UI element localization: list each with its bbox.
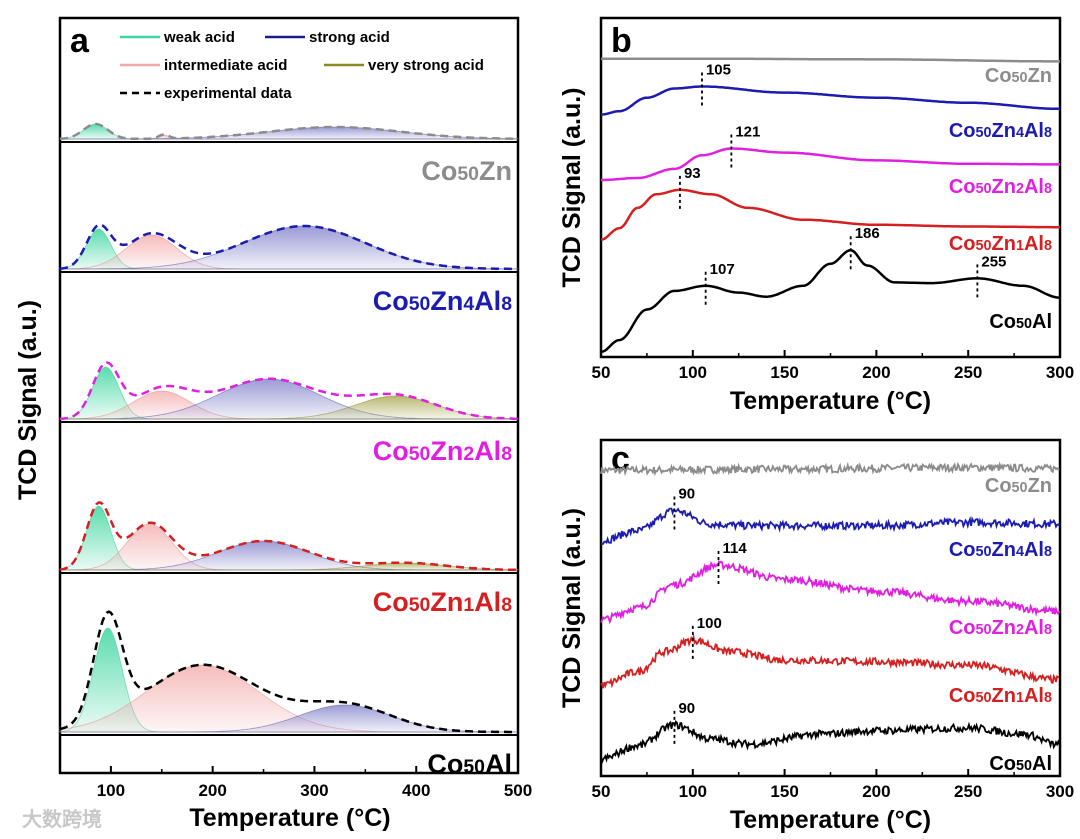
sample-label: Co50Zn4Al8 (949, 120, 1052, 142)
series-Co50Zn1Al8 (600, 625, 1060, 689)
sample-label: Co50Al (989, 753, 1052, 775)
peak-temperature-label: 90 (678, 700, 695, 717)
sample-label: Co50Al (989, 311, 1052, 333)
tcd-curve (600, 248, 1061, 354)
x-tick-label: 250 (954, 782, 982, 801)
legend-item: weak acid (163, 29, 235, 46)
panel-c-label: c (611, 440, 630, 478)
x-tick-label: 50 (592, 363, 611, 382)
series-Co50Zn2Al8 (600, 550, 1061, 625)
experimental-data-curve (59, 122, 518, 141)
series-Co50Zn (600, 461, 1060, 477)
series-Co50Zn2Al8 (601, 134, 1060, 182)
x-tick-label: 200 (862, 363, 890, 382)
x-tick-label: 100 (97, 781, 125, 800)
experimental-data-curve (59, 361, 518, 421)
x-tick-label: 300 (1046, 782, 1074, 801)
tcd-curve (600, 633, 1060, 689)
y-axis-title: TCD Signal (a.u.) (558, 88, 586, 288)
panel-a-series-Co50Zn (59, 122, 519, 141)
tcd-curve (600, 85, 1061, 116)
x-tick-label: 200 (862, 782, 890, 801)
y-axis-title: TCD Signal (a.u.) (558, 508, 586, 708)
panel-a-series-Co50Zn2Al8 (59, 361, 519, 421)
x-tick-label: 150 (770, 363, 798, 382)
panel-a-series-Co50Zn4Al8 (59, 223, 519, 271)
very_strong-acid-peak (60, 395, 519, 420)
sample-label: Co50Zn1Al8 (949, 233, 1052, 255)
x-axis-title: Temperature (°C) (730, 387, 931, 415)
peak-temperature-label: 90 (678, 486, 695, 503)
panel-b-label: b (611, 22, 632, 60)
series-Co50Zn4Al8 (600, 72, 1061, 116)
series-Co50Zn1Al8 (600, 175, 1060, 241)
tcd-curve (600, 507, 1060, 545)
x-tick-label: 400 (402, 781, 430, 800)
x-tick-label: 300 (1046, 363, 1074, 382)
x-tick-label: 300 (300, 781, 328, 800)
legend-item: experimental data (164, 85, 292, 102)
series-Co50Zn4Al8 (600, 496, 1060, 545)
sample-label: Co50Zn2Al8 (949, 617, 1052, 639)
x-tick-label: 150 (770, 782, 798, 801)
tcd-curve (600, 559, 1061, 625)
panel-a-series-Co50Al (59, 610, 518, 734)
x-tick-label: 500 (504, 781, 532, 800)
peak-temperature-label: 105 (706, 61, 731, 78)
peak-temperature-label: 100 (697, 615, 722, 632)
series-Co50Al (600, 710, 1061, 765)
x-tick-label: 200 (198, 781, 226, 800)
x-tick-label: 50 (592, 782, 611, 801)
sample-label: Co50Zn (985, 475, 1052, 497)
x-tick-label: 100 (679, 363, 707, 382)
sample-label: Co50Zn1Al8 (949, 685, 1052, 707)
x-axis-title: Temperature (°C) (189, 804, 390, 832)
peak-temperature-label: 114 (723, 540, 748, 557)
sample-label: Co50Al (427, 749, 512, 779)
watermark: 大数跨境 (22, 807, 102, 831)
panel-a-label: a (70, 22, 90, 60)
tcd-curve (600, 720, 1061, 765)
legend-item: strong acid (309, 29, 390, 46)
y-axis-title: TCD Signal (a.u.) (14, 300, 42, 500)
x-axis-title: Temperature (°C) (730, 806, 931, 834)
tcd-curve (601, 57, 1060, 63)
legend-item: intermediate acid (164, 57, 287, 74)
tcd-curve (600, 188, 1060, 241)
legend-item: very strong acid (368, 57, 484, 74)
peak-temperature-label: 255 (981, 253, 1006, 270)
panel-a-frame (58, 16, 520, 775)
series-Co50Zn (601, 57, 1060, 63)
tcd-curve (600, 461, 1060, 477)
series-Co50Al (600, 236, 1061, 354)
tcd-curve (601, 147, 1060, 182)
sample-label: Co50Zn (985, 65, 1052, 87)
experimental-data-curve (59, 223, 518, 271)
experimental-data-curve (59, 610, 518, 734)
peak-temperature-label: 186 (855, 225, 880, 242)
sample-label: Co50Zn2Al8 (373, 436, 512, 466)
sample-label: Co50Zn2Al8 (949, 176, 1052, 198)
peak-temperature-label: 107 (710, 261, 735, 278)
x-tick-label: 100 (679, 782, 707, 801)
sample-label: Co50Zn (421, 156, 512, 186)
sample-label: Co50Zn4Al8 (373, 286, 512, 316)
panel-a-series-Co50Zn1Al8 (59, 501, 519, 572)
peak-temperature-label: 93 (684, 165, 701, 182)
sample-label: Co50Zn1Al8 (373, 587, 512, 617)
sample-label: Co50Zn4Al8 (949, 539, 1052, 561)
peak-temperature-label: 121 (735, 124, 760, 141)
x-tick-label: 250 (954, 363, 982, 382)
